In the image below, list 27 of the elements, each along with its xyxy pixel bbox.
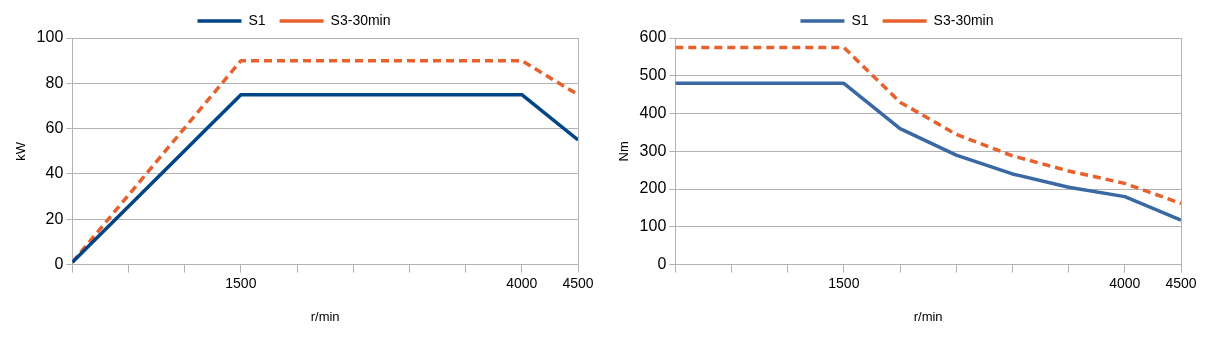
x-tick-label: 4000 [1109,274,1141,291]
x-tick-label: 4500 [1165,274,1197,291]
x-axis-title: r/min [310,308,340,324]
y-tick-label: 300 [639,141,667,159]
x-tick-label: 1500 [828,274,860,291]
y-tick-label: 80 [45,73,64,91]
legend-label: S3-30min [330,11,391,28]
y-tick-label: 600 [639,28,667,46]
y-tick-label: 100 [639,217,667,235]
y-tick-label: 100 [36,28,64,46]
x-tick-label: 4500 [562,274,594,291]
y-tick-label: 60 [45,119,64,137]
legend-label: S1 [851,11,869,28]
y-tick-label: 200 [639,179,667,197]
y-tick-label: 400 [639,103,667,121]
y-tick-label: 0 [54,255,64,273]
y-tick-label: 0 [657,255,667,273]
x-tick-label: 1500 [225,274,257,291]
y-axis-title: Nm [616,141,632,162]
x-axis-title: r/min [913,308,943,324]
y-axis-title: kW [13,141,29,161]
legend-label: S3-30min [933,11,994,28]
legend-label: S1 [248,11,266,28]
y-tick-label: 40 [45,164,64,182]
y-tick-label: 20 [45,209,64,227]
y-tick-label: 500 [639,66,667,84]
x-tick-label: 4000 [506,274,538,291]
